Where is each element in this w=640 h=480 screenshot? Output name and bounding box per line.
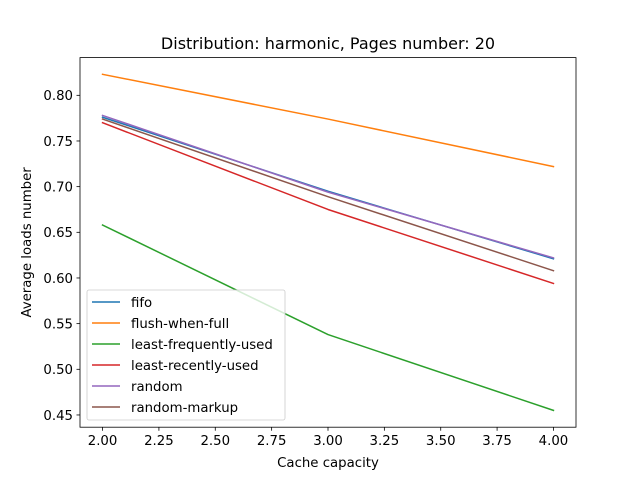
x-tick-label: 3.00	[313, 434, 343, 449]
x-tick-label: 3.50	[426, 434, 456, 449]
series-line-least-frequently-used	[101, 223, 555, 412]
legend-label: fifo	[131, 296, 152, 311]
legend-frame	[86, 289, 286, 421]
x-tick-label: 3.75	[482, 434, 512, 449]
series-lines	[101, 73, 555, 412]
chart-title: Distribution: harmonic, Pages number: 20	[161, 34, 495, 53]
x-tick-label: 3.25	[370, 434, 400, 449]
plot-area-frame	[79, 57, 577, 428]
series-line-random	[101, 114, 555, 259]
y-tick-label: 0.60	[43, 272, 73, 287]
y-axis-title: Average loads number	[20, 167, 35, 318]
legend: fifo flush-when-full least-frequently-used…	[86, 289, 286, 421]
x-tick-label: 4.00	[539, 434, 569, 449]
x-tick-label: 2.00	[88, 434, 118, 449]
x-tick-label: 2.50	[200, 434, 230, 449]
x-tick-label: 2.25	[144, 434, 174, 449]
legend-label: flush-when-full	[131, 317, 229, 332]
y-tick-label: 0.80	[43, 89, 73, 104]
y-axis-ticks: 0.45 0.50 0.55 0.60 0.65 0.70 0.75 0.80	[43, 89, 80, 424]
y-tick-label: 0.70	[43, 180, 73, 195]
series-line-least-recently-used	[101, 121, 555, 285]
x-axis-title: Cache capacity	[277, 456, 379, 471]
legend-label: random-markup	[131, 401, 238, 416]
legend-label: least-recently-used	[131, 359, 259, 374]
series-line-random-markup	[101, 118, 555, 272]
x-axis-ticks: 2.00 2.25 2.50 2.75 3.00 3.25 3.50 3.75 4.00	[88, 427, 569, 449]
y-tick-label: 0.50	[43, 363, 73, 378]
x-tick-label: 2.75	[257, 434, 287, 449]
y-tick-label: 0.65	[43, 226, 73, 241]
series-line-flush-when-full	[101, 73, 555, 168]
legend-label: least-frequently-used	[131, 338, 273, 353]
legend-label: random	[131, 380, 183, 395]
y-tick-label: 0.75	[43, 135, 73, 150]
y-tick-label: 0.55	[43, 317, 73, 332]
y-tick-label: 0.45	[43, 409, 73, 424]
